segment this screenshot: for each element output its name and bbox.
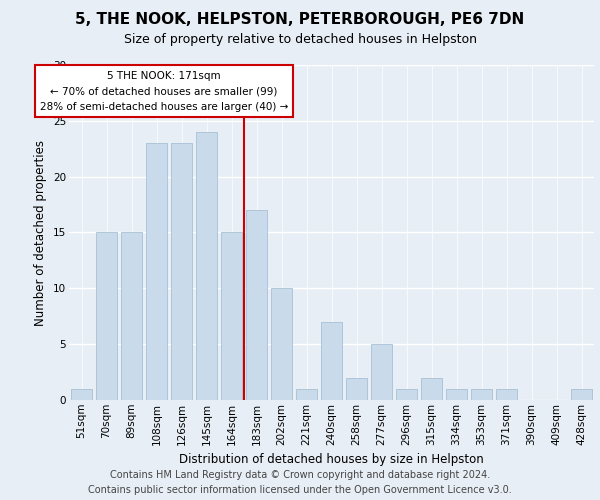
Bar [96, 232, 117, 400]
Bar [321, 322, 342, 400]
Text: 5, THE NOOK, HELPSTON, PETERBOROUGH, PE6 7DN: 5, THE NOOK, HELPSTON, PETERBOROUGH, PE6… [76, 12, 524, 28]
Bar [296, 389, 317, 400]
Bar [471, 389, 492, 400]
Bar [246, 210, 267, 400]
Bar [196, 132, 217, 400]
Bar [446, 389, 467, 400]
Bar [346, 378, 367, 400]
Bar [171, 143, 192, 400]
Y-axis label: Number of detached properties: Number of detached properties [34, 140, 47, 326]
X-axis label: Distribution of detached houses by size in Helpston: Distribution of detached houses by size … [179, 453, 484, 466]
Bar [371, 344, 392, 400]
Bar [496, 389, 517, 400]
Bar [221, 232, 242, 400]
Bar [396, 389, 417, 400]
Bar [571, 389, 592, 400]
Text: Size of property relative to detached houses in Helpston: Size of property relative to detached ho… [124, 32, 476, 46]
Bar [421, 378, 442, 400]
Bar [71, 389, 92, 400]
Bar [121, 232, 142, 400]
Text: 5 THE NOOK: 171sqm
← 70% of detached houses are smaller (99)
28% of semi-detache: 5 THE NOOK: 171sqm ← 70% of detached hou… [40, 70, 288, 112]
Bar [146, 143, 167, 400]
Bar [271, 288, 292, 400]
Text: Contains HM Land Registry data © Crown copyright and database right 2024.
Contai: Contains HM Land Registry data © Crown c… [88, 470, 512, 495]
